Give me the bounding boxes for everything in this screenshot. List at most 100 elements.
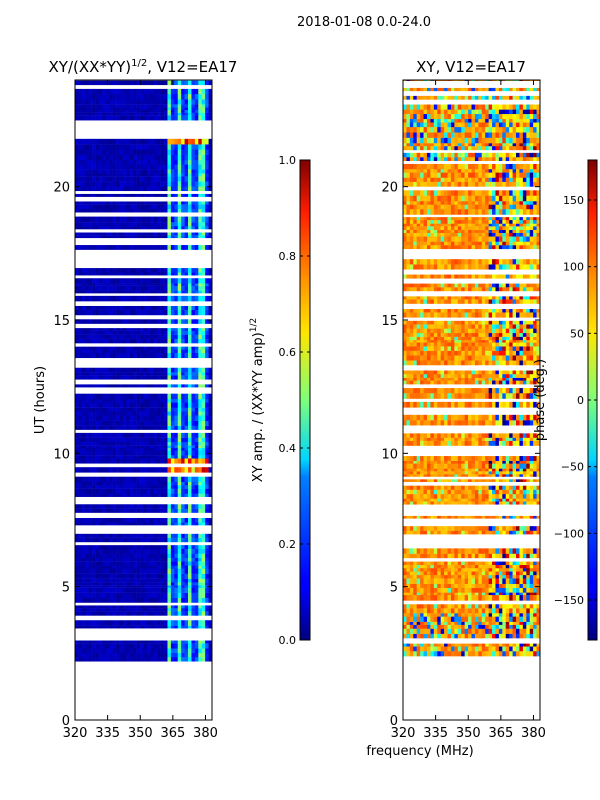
amp-cell <box>88 338 93 344</box>
amp-cell <box>129 493 134 497</box>
amp-cell <box>78 334 83 339</box>
phase-cell <box>471 568 476 572</box>
phase-cell <box>461 571 465 576</box>
amp-cell <box>188 467 192 473</box>
phase-cell <box>536 643 541 647</box>
amp-cell <box>92 533 96 538</box>
amp-cell <box>116 476 120 483</box>
amp-cell <box>122 508 127 513</box>
amp-cell <box>143 138 148 145</box>
amp-cell <box>164 232 168 236</box>
amp-cell <box>177 319 182 324</box>
amp-cell <box>146 455 151 459</box>
amp-cell <box>174 295 179 302</box>
amp-cell <box>188 437 192 443</box>
phase-cell <box>444 621 448 625</box>
amp-cell <box>198 522 203 526</box>
amp-cell <box>129 393 134 400</box>
amp-cell <box>126 346 131 350</box>
phase-cell <box>516 571 520 576</box>
amp-cell <box>177 93 182 100</box>
amp-cell <box>109 420 113 426</box>
amp-cell <box>188 485 192 489</box>
amp-cell <box>119 537 124 543</box>
phase-cell <box>533 587 537 593</box>
amp-cell <box>150 144 155 150</box>
amp-cell <box>75 640 79 644</box>
amp-cell <box>205 338 209 344</box>
amp-cell <box>177 309 182 316</box>
amp-cell <box>177 245 182 250</box>
amp-cell <box>181 508 185 513</box>
amp-cell <box>88 176 93 182</box>
amp-cell <box>81 565 86 569</box>
amp-cell <box>133 88 137 95</box>
phase-cell <box>454 608 459 614</box>
phase-cell <box>471 571 476 576</box>
amp-cell <box>78 437 83 443</box>
amp-cell <box>205 193 209 197</box>
amp-cell <box>105 352 110 359</box>
amp-cell <box>167 568 172 574</box>
amp-cell <box>174 548 179 554</box>
amp-cell <box>140 235 144 239</box>
amp-cell <box>78 652 83 658</box>
amp-cell <box>174 585 179 588</box>
phase-cell <box>454 592 459 596</box>
amp-cell <box>140 587 144 593</box>
amp-cell <box>92 657 96 662</box>
amp-cell <box>157 115 161 121</box>
amp-cell <box>126 334 131 339</box>
amp-cell <box>188 186 192 192</box>
amp-cell <box>112 657 117 662</box>
amp-cell <box>136 393 141 400</box>
amp-cell <box>88 508 93 513</box>
amp-cell <box>126 222 131 227</box>
amp-cell <box>194 553 199 559</box>
amp-cell <box>129 398 134 403</box>
phase-cell <box>464 604 469 609</box>
amp-cell <box>146 208 151 213</box>
amp-cell <box>198 164 203 170</box>
amp-cell <box>174 398 179 403</box>
amp-cell <box>92 226 96 230</box>
amp-cell <box>164 235 168 239</box>
amp-cell <box>122 557 127 562</box>
phase-cell <box>502 628 507 634</box>
amp-cell <box>102 169 107 174</box>
amp-cell <box>88 278 93 284</box>
amp-cell <box>81 402 86 408</box>
phase-cell <box>461 604 465 609</box>
phase-cell <box>478 608 483 614</box>
amp-cell <box>194 485 199 489</box>
amp-cell <box>122 652 127 658</box>
amp-cell <box>81 309 86 316</box>
amp-cell <box>198 149 203 155</box>
amp-cell <box>184 384 189 388</box>
amp-cell <box>167 272 172 276</box>
amp-cell <box>177 432 182 438</box>
amp-cell <box>157 608 161 612</box>
amp-cell <box>85 226 89 230</box>
amp-cell <box>191 432 196 438</box>
amp-cell <box>167 208 172 213</box>
amp-cell <box>109 537 113 543</box>
amp-cell <box>98 173 103 177</box>
amp-cell <box>78 107 83 111</box>
amp-cell <box>153 620 158 626</box>
amp-cell <box>177 112 182 116</box>
amp-cell <box>78 268 83 273</box>
amp-cell <box>81 330 86 335</box>
amp-cell <box>194 352 199 359</box>
amp-cell <box>133 493 137 497</box>
amp-cell <box>112 338 117 344</box>
amp-cell <box>167 268 172 273</box>
amp-cell <box>177 154 182 161</box>
amp-cell <box>201 222 206 227</box>
amp-cell <box>177 173 182 177</box>
amp-cell <box>112 144 117 150</box>
amp-cell <box>143 107 148 111</box>
amp-cell <box>143 537 148 543</box>
amp-cell <box>81 652 86 658</box>
amp-cell <box>140 648 144 654</box>
